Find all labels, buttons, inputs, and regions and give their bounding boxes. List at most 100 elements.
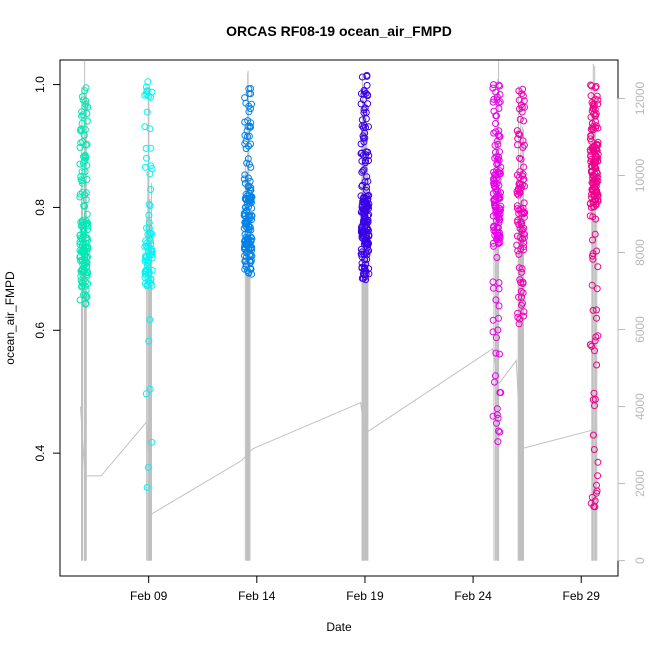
data-point-rf14 bbox=[591, 170, 599, 178]
data-point-rf11 bbox=[359, 167, 367, 175]
data-point-rf09 bbox=[145, 200, 153, 208]
data-point-rf13 bbox=[513, 232, 521, 240]
data-point-rf11 bbox=[360, 166, 368, 174]
data-point-rf12 bbox=[493, 411, 501, 419]
data-point-rf10 bbox=[244, 267, 251, 275]
data-point-rf14 bbox=[590, 446, 598, 453]
data-point-rf12 bbox=[497, 389, 505, 397]
data-point-rf10 bbox=[241, 236, 249, 244]
chart-title-group: ORCAS RF08-19 ocean_air_FMPD bbox=[226, 23, 452, 39]
data-point-rf09 bbox=[144, 247, 152, 255]
data-point-rf12 bbox=[490, 95, 498, 103]
data-point-rf13 bbox=[513, 202, 521, 210]
data-point-rf10 bbox=[247, 119, 255, 127]
data-point-rf10 bbox=[246, 122, 254, 130]
data-point-rf08 bbox=[81, 282, 89, 290]
data-point-rf08 bbox=[83, 210, 91, 218]
data-point-rf13 bbox=[517, 155, 525, 163]
data-point-rf09 bbox=[143, 108, 151, 116]
data-point-rf08 bbox=[83, 272, 91, 280]
y-tick-label: 0.8 bbox=[33, 199, 47, 216]
data-point-rf13 bbox=[515, 293, 523, 301]
data-point-rf13 bbox=[520, 163, 528, 171]
data-point-rf14 bbox=[589, 306, 597, 314]
data-point-rf12 bbox=[494, 140, 502, 148]
data-point-rf09 bbox=[142, 254, 150, 262]
data-point-rf10 bbox=[243, 207, 251, 215]
data-point-rf14 bbox=[593, 361, 601, 369]
data-point-rf08 bbox=[78, 127, 85, 135]
data-point-rf10 bbox=[247, 265, 255, 273]
data-point-rf12 bbox=[489, 239, 497, 247]
data-point-rf14 bbox=[593, 285, 601, 293]
data-point-rf12 bbox=[490, 182, 498, 190]
data-point-rf09 bbox=[142, 83, 150, 91]
data-point-rf12 bbox=[489, 328, 497, 336]
data-point-rf10 bbox=[245, 142, 252, 150]
data-point-rf11 bbox=[361, 236, 369, 244]
data-point-rf11 bbox=[358, 223, 366, 231]
data-point-rf08 bbox=[80, 202, 88, 210]
data-point-rf14 bbox=[593, 145, 600, 153]
data-point-rf08 bbox=[82, 100, 90, 108]
data-point-rf10 bbox=[248, 204, 256, 212]
data-point-rf13 bbox=[514, 309, 522, 317]
data-point-rf14 bbox=[591, 347, 598, 355]
data-point-rf10 bbox=[242, 195, 250, 203]
data-point-rf12 bbox=[492, 175, 500, 183]
data-point-rf11 bbox=[363, 72, 371, 80]
y-tick-label: 0.4 bbox=[33, 444, 47, 461]
data-point-rf10 bbox=[244, 155, 252, 163]
data-point-rf09 bbox=[143, 224, 150, 232]
data-point-rf08 bbox=[77, 277, 85, 285]
data-point-rf13 bbox=[517, 220, 525, 228]
data-point-rf08 bbox=[78, 93, 86, 101]
data-point-rf11 bbox=[361, 267, 369, 275]
data-point-rf10 bbox=[244, 133, 251, 141]
data-point-rf13 bbox=[516, 131, 524, 139]
data-point-rf08 bbox=[78, 256, 86, 264]
data-point-rf11 bbox=[363, 81, 371, 89]
data-point-rf12 bbox=[492, 120, 499, 127]
data-point-rf10 bbox=[242, 220, 250, 228]
data-point-rf14 bbox=[593, 306, 600, 314]
data-point-rf09 bbox=[147, 275, 155, 283]
data-point-rf12 bbox=[496, 194, 504, 202]
data-point-rf09 bbox=[141, 163, 149, 171]
data-point-rf13 bbox=[516, 276, 524, 284]
data-point-rf13 bbox=[515, 96, 523, 104]
data-point-rf12 bbox=[492, 334, 500, 342]
chart-title: ORCAS RF08-19 ocean_air_FMPD bbox=[226, 23, 452, 39]
data-point-rf08 bbox=[81, 202, 89, 210]
data-point-rf13 bbox=[519, 170, 527, 178]
data-point-rf10 bbox=[242, 240, 250, 248]
data-point-rf13 bbox=[517, 287, 525, 295]
y2-tick-label: 0 bbox=[633, 557, 647, 564]
data-point-rf13 bbox=[520, 243, 528, 251]
data-point-rf12 bbox=[495, 240, 502, 247]
data-point-rf08 bbox=[83, 110, 91, 118]
data-point-rf11 bbox=[365, 157, 372, 165]
data-point-rf08 bbox=[83, 140, 91, 148]
data-point-rf09 bbox=[147, 186, 155, 193]
data-point-rf14 bbox=[588, 99, 596, 106]
data-point-rf10 bbox=[241, 243, 248, 251]
data-point-rf13 bbox=[520, 117, 528, 125]
data-point-rf12 bbox=[497, 202, 505, 210]
data-point-rf11 bbox=[358, 157, 366, 165]
data-point-rf09 bbox=[143, 239, 151, 247]
data-point-rf08 bbox=[78, 112, 86, 120]
data-point-rf14 bbox=[594, 458, 602, 466]
data-point-rf09 bbox=[141, 257, 149, 265]
y2-tick-label: 8000 bbox=[633, 239, 647, 266]
data-point-rf14 bbox=[592, 122, 600, 130]
data-point-rf14 bbox=[587, 147, 594, 155]
data-point-rf14 bbox=[586, 135, 594, 143]
data-point-rf08 bbox=[79, 240, 87, 247]
data-point-rf08 bbox=[76, 160, 84, 168]
data-point-rf12 bbox=[491, 378, 498, 386]
y2-tick-label: 4000 bbox=[633, 393, 647, 420]
data-point-rf11 bbox=[361, 104, 369, 112]
data-point-rf09 bbox=[144, 464, 152, 471]
x-tick-label: Feb 29 bbox=[563, 589, 601, 603]
